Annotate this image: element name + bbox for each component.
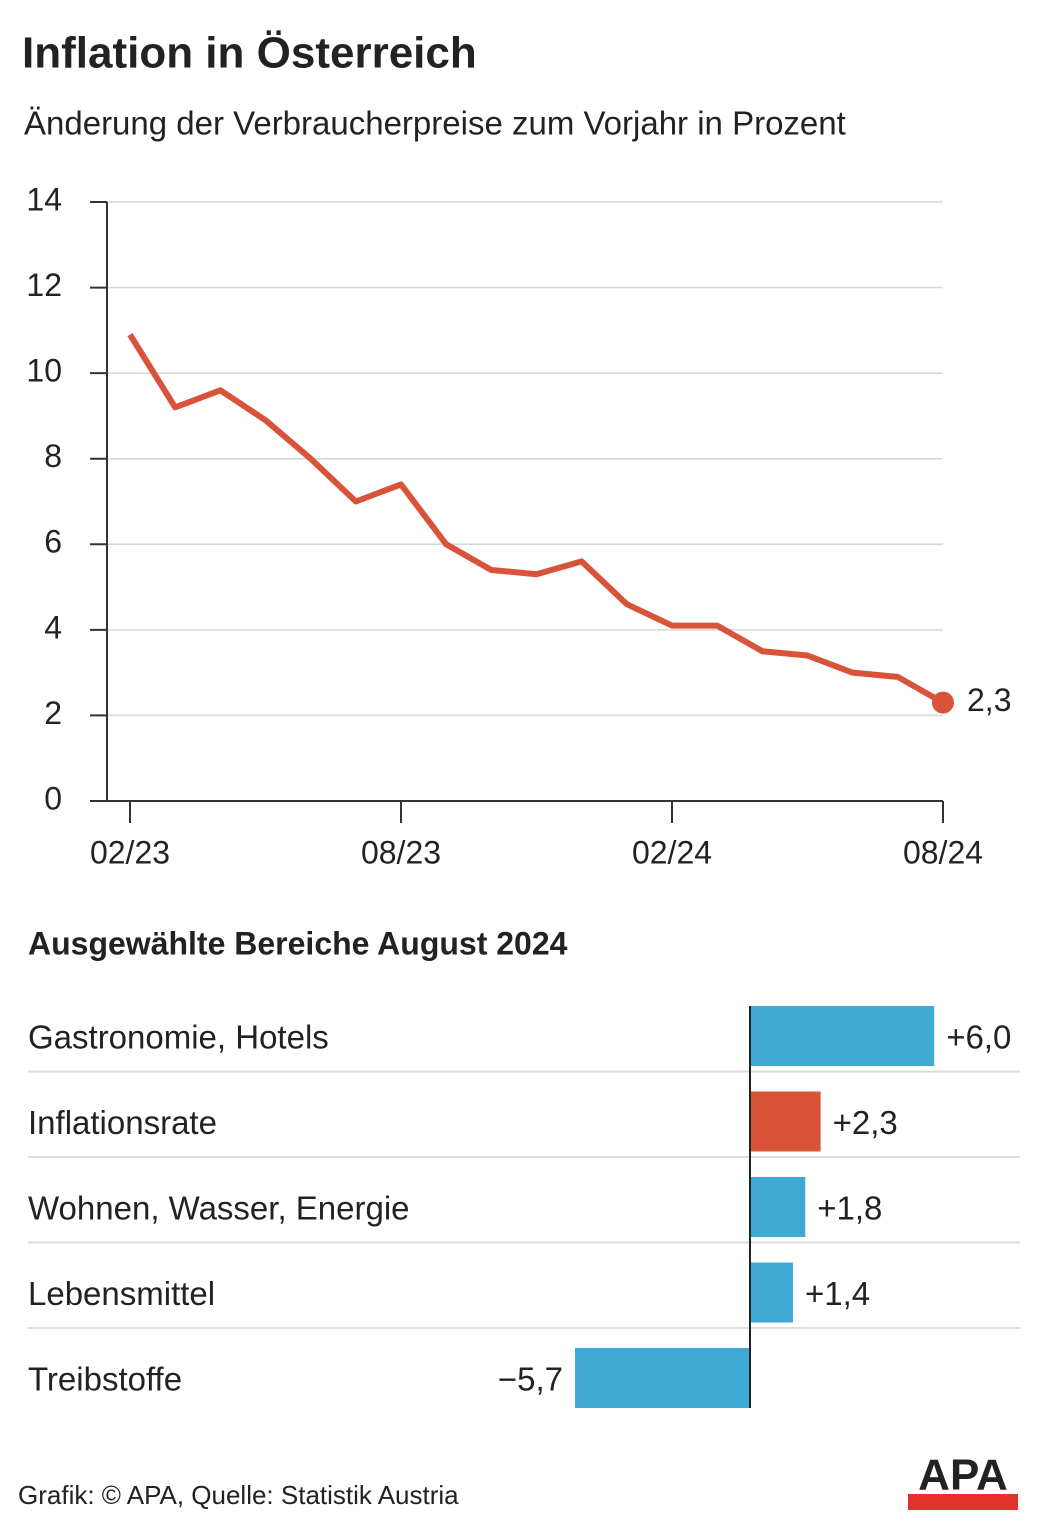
bar — [750, 1177, 806, 1237]
category-label: Inflationsrate — [28, 1104, 217, 1141]
line — [127, 333, 945, 706]
category-label: Treibstoffe — [28, 1361, 182, 1398]
category-label: Gastronomie, Hotels — [28, 1019, 329, 1056]
y-tick-label: 12 — [26, 267, 62, 303]
y-tick-label: 2 — [44, 695, 62, 731]
logo-bar — [908, 1494, 1018, 1510]
bar-title: Ausgewählte Bereiche August 2024 — [28, 925, 568, 961]
data-label: +2,3 — [833, 1104, 898, 1141]
x-tick-label: 02/24 — [632, 834, 712, 870]
bar — [750, 1262, 793, 1323]
subtitle: Änderung der Verbraucherpreise zum Vorja… — [24, 105, 846, 142]
data-label: +1,4 — [805, 1275, 870, 1312]
x-tick-label: 02/23 — [90, 834, 170, 870]
data-label: +6,0 — [946, 1019, 1011, 1056]
category-label: Lebensmittel — [28, 1275, 215, 1312]
y-tick-label: 4 — [44, 609, 62, 645]
y-tick-label: 10 — [26, 353, 62, 389]
y-tick-label: 6 — [44, 524, 62, 560]
data-label: 2,3 — [967, 682, 1011, 718]
bar — [575, 1348, 750, 1408]
title: Inflation in Österreich — [22, 29, 477, 78]
source: Grafik: © APA, Quelle: Statistik Austria — [18, 1480, 459, 1510]
bar — [750, 1091, 821, 1152]
x-tick-label: 08/23 — [361, 834, 441, 870]
bar — [750, 1006, 935, 1066]
y-tick-label: 8 — [44, 438, 62, 474]
y-tick-label: 14 — [26, 181, 62, 217]
category-label: Wohnen, Wasser, Energie — [28, 1190, 410, 1227]
end-dot — [932, 691, 954, 714]
logo: APA — [918, 1451, 1008, 1500]
x-tick-label: 08/24 — [903, 834, 983, 870]
data-label: +1,8 — [817, 1190, 882, 1227]
data-label: −5,7 — [498, 1361, 563, 1398]
y-tick-label: 0 — [44, 780, 62, 816]
